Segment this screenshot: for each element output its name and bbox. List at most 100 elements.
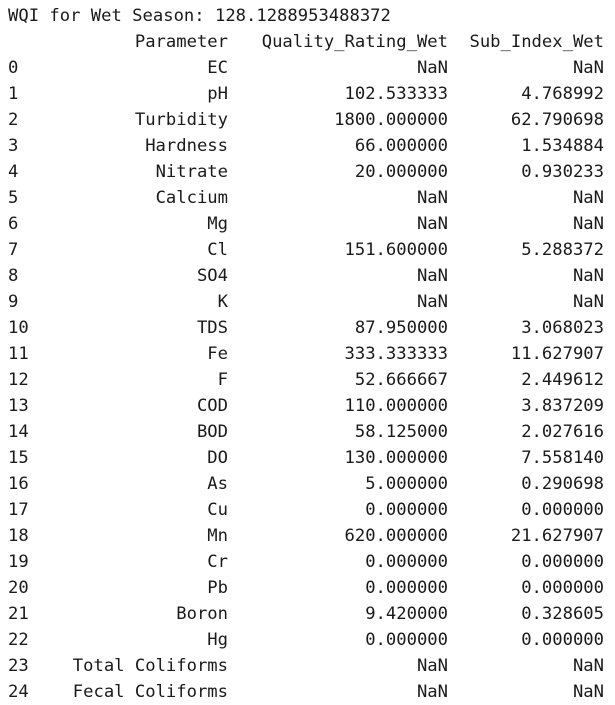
row-parameter: Cu: [207, 500, 228, 520]
row-index: 22: [8, 630, 29, 650]
table-row: 22 Hg 0.000000 0.000000: [8, 627, 608, 653]
header-index: [8, 29, 48, 55]
table-row: 24 Fecal Coliforms NaN NaN: [8, 679, 608, 705]
table-row: 20 Pb 0.000000 0.000000: [8, 575, 608, 601]
row-index: 24: [8, 682, 29, 702]
row-index: 9: [8, 292, 19, 312]
table-row: 12 F 52.666667 2.449612: [8, 367, 608, 393]
row-quality-rating: 0.000000: [365, 500, 448, 520]
table-row: 23 Total Coliforms NaN NaN: [8, 653, 608, 679]
row-index: 12: [8, 370, 29, 390]
row-parameter: Hardness: [145, 136, 228, 156]
row-index: 8: [8, 266, 19, 286]
row-sub-index: 21.627907: [510, 526, 604, 546]
row-quality-rating: NaN: [416, 656, 448, 676]
row-quality-rating: 58.125000: [354, 422, 448, 442]
row-sub-index: 2.027616: [521, 422, 604, 442]
table-row: 17 Cu 0.000000 0.000000: [8, 497, 608, 523]
row-parameter: COD: [196, 396, 228, 416]
row-quality-rating: 130.000000: [344, 448, 448, 468]
row-parameter: Mn: [207, 526, 228, 546]
row-parameter: pH: [207, 84, 228, 104]
table-row: 16 As 5.000000 0.290698: [8, 471, 608, 497]
row-quality-rating: 87.950000: [354, 318, 448, 338]
table-row: 18 Mn 620.000000 21.627907: [8, 523, 608, 549]
wqi-result-line: WQI for Wet Season: 128.1288953488372: [8, 3, 608, 29]
row-parameter: Pb: [207, 578, 228, 598]
row-sub-index: NaN: [572, 188, 604, 208]
row-quality-rating: 5.000000: [365, 474, 448, 494]
header-quality-rating: Quality_Rating_Wet: [261, 32, 448, 52]
row-parameter: Cl: [207, 240, 228, 260]
row-quality-rating: 9.420000: [365, 604, 448, 624]
row-sub-index: 0.000000: [521, 552, 604, 572]
wqi-value: 128.1288953488372: [214, 6, 391, 26]
row-parameter: Turbidity: [134, 110, 228, 130]
row-quality-rating: 0.000000: [365, 552, 448, 572]
row-parameter: Boron: [176, 604, 228, 624]
row-index: 4: [8, 162, 19, 182]
row-index: 6: [8, 214, 19, 234]
table-row: 9 K NaN NaN: [8, 289, 608, 315]
dataframe-rows: 0 EC NaN NaN 1 pH 102.533333 4.768992 2 Turbidity…: [8, 55, 608, 705]
row-index: 5: [8, 188, 19, 208]
table-row: 8 SO4 NaN NaN: [8, 263, 608, 289]
row-sub-index: 0.328605: [521, 604, 604, 624]
row-sub-index: NaN: [572, 656, 604, 676]
row-index: 1: [8, 84, 19, 104]
row-sub-index: 3.837209: [521, 396, 604, 416]
row-sub-index: 2.449612: [521, 370, 604, 390]
table-row: 6 Mg NaN NaN: [8, 211, 608, 237]
row-parameter: SO4: [196, 266, 228, 286]
row-quality-rating: NaN: [416, 188, 448, 208]
wqi-label: WQI for Wet Season:: [8, 6, 215, 26]
row-sub-index: 4.768992: [521, 84, 604, 104]
row-parameter: F: [217, 370, 228, 390]
row-quality-rating: NaN: [416, 266, 448, 286]
row-parameter: TDS: [196, 318, 228, 338]
row-parameter: Nitrate: [155, 162, 228, 182]
row-quality-rating: 0.000000: [365, 578, 448, 598]
row-quality-rating: NaN: [416, 58, 448, 78]
row-index: 2: [8, 110, 19, 130]
row-sub-index: NaN: [572, 58, 604, 78]
row-index: 3: [8, 136, 19, 156]
row-index: 11: [8, 344, 29, 364]
table-row: 5 Calcium NaN NaN: [8, 185, 608, 211]
row-sub-index: 7.558140: [521, 448, 604, 468]
row-sub-index: 0.000000: [521, 500, 604, 520]
row-quality-rating: 52.666667: [354, 370, 448, 390]
row-index: 19: [8, 552, 29, 572]
row-sub-index: NaN: [572, 682, 604, 702]
header-sub-index: Sub_Index_Wet: [469, 32, 604, 52]
row-quality-rating: NaN: [416, 214, 448, 234]
row-sub-index: 0.000000: [521, 578, 604, 598]
row-index: 18: [8, 526, 29, 546]
row-index: 0: [8, 58, 19, 78]
row-index: 15: [8, 448, 29, 468]
row-quality-rating: 0.000000: [365, 630, 448, 650]
row-sub-index: 3.068023: [521, 318, 604, 338]
row-sub-index: 0.290698: [521, 474, 604, 494]
row-parameter: BOD: [196, 422, 228, 442]
table-row: 11 Fe 333.333333 11.627907: [8, 341, 608, 367]
row-parameter: Fecal Coliforms: [72, 682, 228, 702]
row-sub-index: 62.790698: [510, 110, 604, 130]
row-sub-index: 5.288372: [521, 240, 604, 260]
row-parameter: As: [207, 474, 228, 494]
row-index: 21: [8, 604, 29, 624]
row-parameter: DO: [207, 448, 228, 468]
table-row: 4 Nitrate 20.000000 0.930233: [8, 159, 608, 185]
row-index: 14: [8, 422, 29, 442]
row-sub-index: 11.627907: [510, 344, 604, 364]
table-row: 10 TDS 87.950000 3.068023: [8, 315, 608, 341]
cell-output: WQI for Wet Season: 128.1288953488372 Pa…: [8, 3, 608, 705]
row-index: 10: [8, 318, 29, 338]
row-parameter: EC: [207, 58, 228, 78]
row-index: 16: [8, 474, 29, 494]
row-sub-index: 1.534884: [521, 136, 604, 156]
table-row: 21 Boron 9.420000 0.328605: [8, 601, 608, 627]
row-parameter: Calcium: [155, 188, 228, 208]
row-index: 7: [8, 240, 19, 260]
row-index: 20: [8, 578, 29, 598]
